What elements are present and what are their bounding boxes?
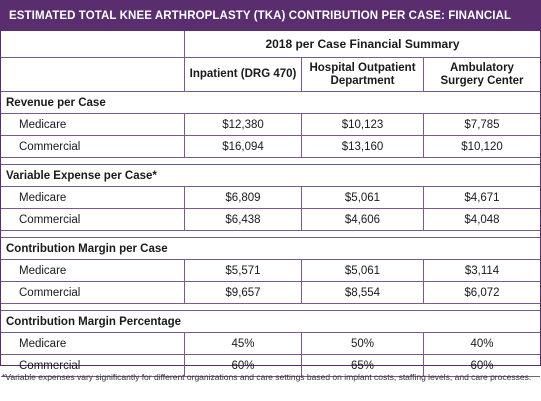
- table-cell: $10,123: [301, 114, 423, 135]
- section-header: Contribution Margin Percentage: [1, 311, 540, 333]
- table-cell: $3,114: [423, 260, 540, 281]
- table-cell: $6,809: [184, 187, 301, 208]
- column-header-asc: Ambulatory Surgery Center: [423, 58, 540, 91]
- table-row: Medicare 45% 50% 40%: [1, 333, 540, 355]
- table-row: Commercial $16,094 $13,160 $10,120: [1, 136, 540, 158]
- group-header: 2018 per Case Financial Summary: [184, 31, 540, 58]
- financial-summary-table: ESTIMATED TOTAL KNEE ARTHROPLASTY (TKA) …: [0, 0, 541, 377]
- row-label: Commercial: [19, 360, 81, 372]
- table-cell: $6,072: [423, 282, 540, 303]
- table-cell: 60%: [423, 355, 540, 376]
- table-cell: $9,657: [184, 282, 301, 303]
- table-cell: $5,571: [184, 260, 301, 281]
- table-cell: 65%: [301, 355, 423, 376]
- table-cell: $12,380: [184, 114, 301, 135]
- row-label: Commercial: [19, 214, 81, 226]
- section-spacer: [1, 231, 540, 238]
- table-cell: $4,048: [423, 209, 540, 230]
- group-header-row: 2018 per Case Financial Summary: [1, 31, 540, 58]
- table-cell: $6,438: [184, 209, 301, 230]
- column-header-blank: [1, 58, 184, 91]
- table-row: Commercial 60% 65% 60%: [1, 355, 540, 377]
- section-spacer: [1, 158, 540, 165]
- table-cell: $4,606: [301, 209, 423, 230]
- section-spacer: [1, 304, 540, 311]
- column-header-hopd: Hospital Outpatient Department: [301, 58, 423, 91]
- column-header-inpatient: Inpatient (DRG 470): [184, 58, 301, 91]
- row-label: Medicare: [19, 192, 67, 204]
- table-row: Medicare $5,571 $5,061 $3,114: [1, 260, 540, 282]
- table-cell: 40%: [423, 333, 540, 354]
- section-header: Revenue per Case: [1, 92, 540, 114]
- section-header: Variable Expense per Case*: [1, 165, 540, 187]
- row-label: Commercial: [19, 287, 81, 299]
- table-cell: $5,061: [301, 187, 423, 208]
- table-cell: $16,094: [184, 136, 301, 157]
- table-row: Commercial $9,657 $8,554 $6,072: [1, 282, 540, 304]
- table-cell: $4,671: [423, 187, 540, 208]
- table-cell: 50%: [301, 333, 423, 354]
- row-label: Commercial: [19, 141, 81, 153]
- table-cell: 60%: [184, 355, 301, 376]
- table-row: Medicare $6,809 $5,061 $4,671: [1, 187, 540, 209]
- table-cell: $7,785: [423, 114, 540, 135]
- row-label: Medicare: [19, 338, 67, 350]
- row-label: Medicare: [19, 119, 67, 131]
- table-row: Medicare $12,380 $10,123 $7,785: [1, 114, 540, 136]
- table-cell: $5,061: [301, 260, 423, 281]
- row-label: Medicare: [19, 265, 67, 277]
- table-cell: $8,554: [301, 282, 423, 303]
- table-cell: $10,120: [423, 136, 540, 157]
- column-header-row: Inpatient (DRG 470) Hospital Outpatient …: [1, 58, 540, 92]
- table-title: ESTIMATED TOTAL KNEE ARTHROPLASTY (TKA) …: [1, 1, 540, 52]
- section-header: Contribution Margin per Case: [1, 238, 540, 260]
- table-cell: $13,160: [301, 136, 423, 157]
- footnote: *Variable expenses vary significantly fo…: [2, 372, 532, 382]
- table-cell: 45%: [184, 333, 301, 354]
- table-row: Commercial $6,438 $4,606 $4,048: [1, 209, 540, 231]
